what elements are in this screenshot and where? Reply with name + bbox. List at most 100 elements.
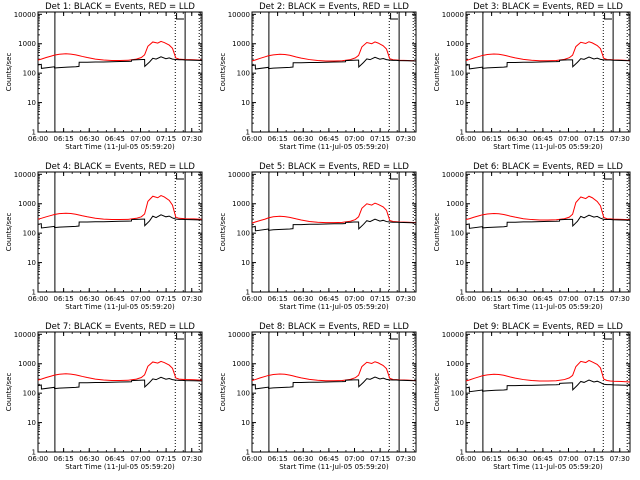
x-tick-label: 07:15 [584,455,604,463]
panel-3: Det 3: BLACK = Events, RED = LLD 1 10 100 10… [433,2,631,151]
x-tick-label: 06:30 [79,455,99,463]
x-tick-label: 07:30 [182,455,202,463]
lld-series-line [465,41,631,62]
panel-7: Det 7: BLACK = Events, RED = LLD 1 10 100 10… [5,322,203,471]
plot-frame [465,11,631,133]
interval-marker [176,333,184,340]
x-tick-label: 07:30 [396,295,416,303]
x-tick-label: 07:00 [130,295,150,303]
y-axis-label: Counts/sec [5,53,13,92]
x-tick-label: 06:30 [293,135,313,143]
y-axis-label: Counts/sec [219,53,227,92]
x-tick-label: 06:30 [79,295,99,303]
y-tick-label: 100 [23,70,36,78]
y-tick-label: 10 [455,259,464,267]
x-tick-label: 07:15 [370,135,390,143]
events-series-line [465,214,631,229]
y-tick-label: 10000 [442,11,464,19]
panel-6: Det 6: BLACK = Events, RED = LLD 1 10 100 10… [433,162,631,311]
y-axis-label: Counts/sec [5,373,13,412]
panel-title: Det 2: BLACK = Events, RED = LLD [259,2,409,12]
panel-8: Det 8: BLACK = Events, RED = LLD 1 10 100 10… [219,322,417,471]
events-series-line [37,376,203,390]
y-tick-label: 10000 [442,171,464,179]
x-axis-label: Start Time (11-Jul-05 05:59:20) [279,143,389,151]
x-tick-label: 06:00 [456,295,476,303]
y-tick-label: 10000 [14,11,36,19]
y-axis-label: Counts/sec [433,53,441,92]
y-tick-label: 10 [241,419,250,427]
y-tick-label: 10000 [228,171,250,179]
y-tick-label: 1 [32,289,36,297]
y-tick-label: 10000 [14,171,36,179]
panel-title: Det 5: BLACK = Events, RED = LLD [259,162,409,172]
panel-9: Det 9: BLACK = Events, RED = LLD 1 10 100 10… [433,322,631,471]
y-axis-label: Counts/sec [219,373,227,412]
y-tick-label: 10 [241,259,250,267]
y-tick-label: 1 [32,129,36,137]
lld-series-line [37,40,203,61]
x-tick-label: 06:45 [105,455,125,463]
y-tick-label: 1 [460,289,464,297]
x-axis-label: Start Time (11-Jul-05 05:59:20) [493,303,603,311]
x-axis-label: Start Time (11-Jul-05 05:59:20) [279,303,389,311]
x-tick-label: 07:30 [182,135,202,143]
x-tick-label: 07:15 [584,135,604,143]
interval-marker [176,173,184,180]
plot-frame [251,331,417,453]
x-tick-label: 07:30 [610,295,630,303]
x-tick-label: 06:30 [507,135,527,143]
y-tick-label: 10000 [14,331,36,339]
x-axis-label: Start Time (11-Jul-05 05:59:20) [65,143,175,151]
plot-frame [251,171,417,293]
x-tick-label: 06:00 [28,135,48,143]
x-tick-label: 06:45 [319,295,339,303]
x-tick-label: 06:15 [54,295,74,303]
y-tick-label: 10 [455,419,464,427]
x-tick-label: 06:00 [28,455,48,463]
x-tick-label: 06:45 [105,135,125,143]
y-tick-label: 1 [246,129,250,137]
x-tick-label: 06:15 [482,295,502,303]
x-tick-label: 07:30 [610,455,630,463]
interval-marker [390,13,398,20]
y-axis-label: Counts/sec [433,373,441,412]
y-tick-label: 1000 [232,40,250,48]
lld-series-line [465,195,631,221]
x-tick-label: 06:30 [293,455,313,463]
y-tick-label: 10000 [228,331,250,339]
y-tick-label: 100 [451,390,464,398]
events-series-line [37,56,203,69]
y-tick-label: 100 [451,70,464,78]
events-series-line [251,376,417,390]
y-tick-label: 10 [455,99,464,107]
x-tick-label: 06:15 [268,455,288,463]
x-tick-label: 07:00 [130,135,150,143]
interval-marker [176,13,184,20]
plot-frame [37,331,203,453]
x-tick-label: 06:15 [268,135,288,143]
x-tick-label: 07:15 [156,455,176,463]
lld-series-line [251,361,417,382]
plot-frame [37,171,203,293]
x-axis-label: Start Time (11-Jul-05 05:59:20) [279,463,389,471]
interval-marker [604,333,612,340]
interval-marker [390,173,398,180]
x-tick-label: 07:30 [396,135,416,143]
x-tick-label: 06:00 [242,455,262,463]
y-tick-label: 1 [460,449,464,457]
x-tick-label: 06:30 [293,295,313,303]
panel-title: Det 3: BLACK = Events, RED = LLD [473,2,623,12]
x-tick-label: 07:00 [558,455,578,463]
x-tick-label: 06:45 [533,135,553,143]
x-tick-label: 07:00 [344,455,364,463]
panel-title: Det 1: BLACK = Events, RED = LLD [45,2,195,12]
y-axis-label: Counts/sec [219,213,227,252]
x-axis-label: Start Time (11-Jul-05 05:59:20) [65,463,175,471]
plot-frame [465,171,631,293]
x-tick-label: 06:30 [507,455,527,463]
y-tick-label: 100 [237,230,250,238]
events-series-line [251,56,417,70]
x-tick-label: 06:30 [507,295,527,303]
